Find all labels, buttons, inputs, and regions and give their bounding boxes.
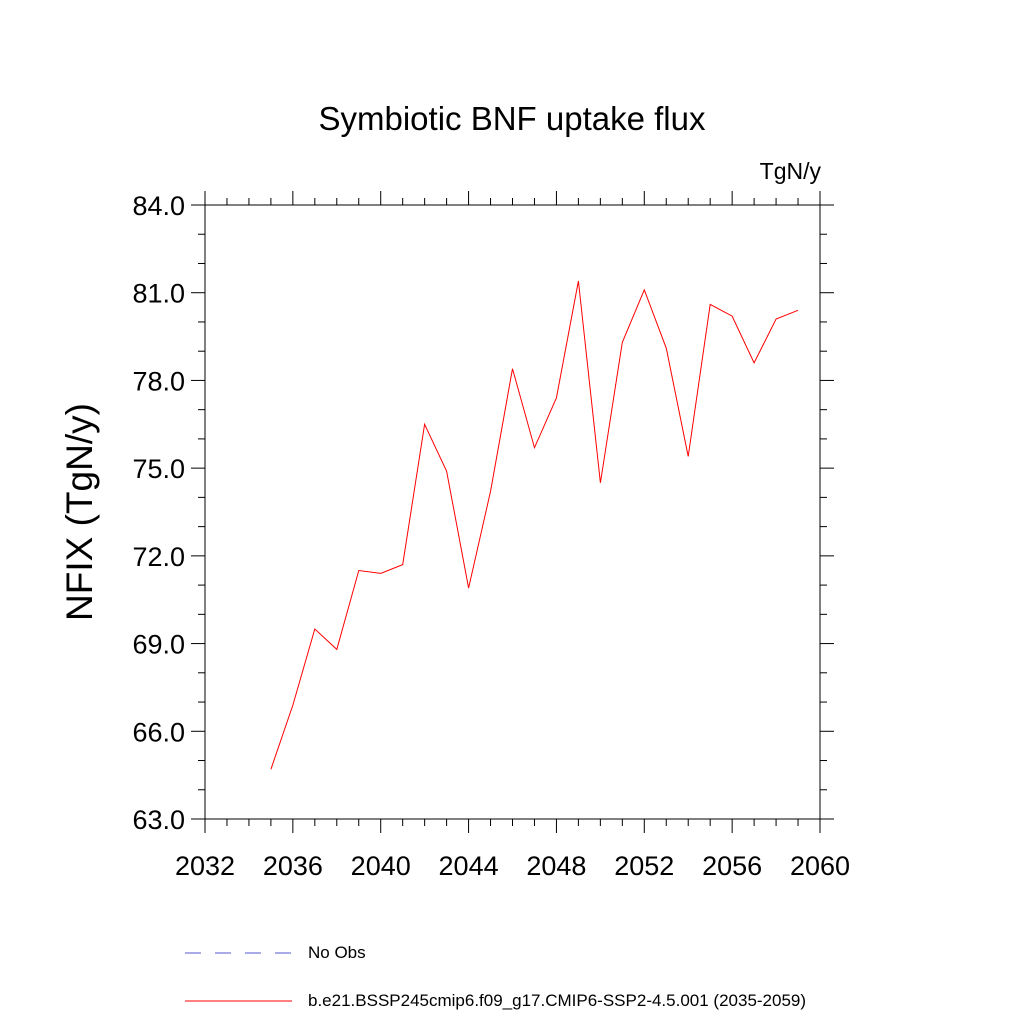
plot-frame bbox=[204, 204, 821, 820]
y-tick-label: 75.0 bbox=[132, 454, 185, 484]
legend-label-no-obs: No Obs bbox=[308, 943, 366, 962]
x-tick-label: 2044 bbox=[439, 851, 499, 881]
x-tick-label: 2036 bbox=[263, 851, 323, 881]
x-tick-label: 2052 bbox=[614, 851, 674, 881]
x-tick-label: 2048 bbox=[526, 851, 586, 881]
x-tick-label: 2060 bbox=[790, 851, 850, 881]
x-tick-label: 2056 bbox=[702, 851, 762, 881]
y-tick-label: 81.0 bbox=[132, 279, 185, 309]
x-tick-label: 2032 bbox=[175, 851, 235, 881]
x-tick-label: 2040 bbox=[351, 851, 411, 881]
y-tick-label: 69.0 bbox=[132, 630, 185, 660]
series-line bbox=[270, 280, 799, 770]
y-tick-label: 66.0 bbox=[132, 717, 185, 747]
legend-label-model: b.e21.BSSP245cmip6.f09_g17.CMIP6-SSP2-4.… bbox=[308, 991, 807, 1010]
y-tick-label: 72.0 bbox=[132, 542, 185, 572]
chart-title: Symbiotic BNF uptake flux bbox=[318, 100, 706, 137]
y-tick-label: 78.0 bbox=[132, 366, 185, 396]
y-tick-label: 84.0 bbox=[132, 191, 185, 221]
units-label: TgN/y bbox=[759, 158, 821, 184]
y-tick-label: 63.0 bbox=[132, 805, 185, 835]
